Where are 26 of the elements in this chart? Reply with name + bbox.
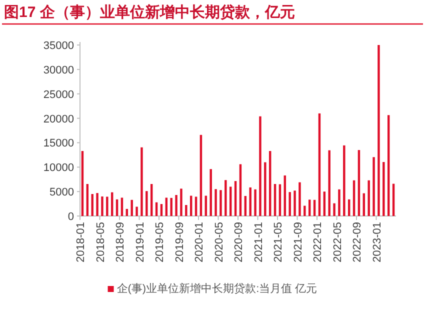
x-tick-label: 2019-01 (134, 222, 146, 262)
x-tick-label: 2018-09 (114, 222, 126, 262)
x-tick-label: 2021-09 (292, 222, 304, 262)
x-tick-label: 2020-01 (194, 222, 206, 262)
y-tick-label: 25000 (43, 88, 74, 101)
x-tick-label: 2018-01 (75, 222, 87, 262)
y-tick-label: 20000 (43, 113, 74, 126)
x-tick-label: 2022-05 (332, 222, 344, 262)
x-tick-label: 2020-05 (213, 222, 226, 262)
x-tick-label: 2018-05 (94, 222, 107, 262)
x-tick-label: 2019-05 (154, 222, 166, 262)
x-tick-label: 2022-01 (312, 222, 324, 262)
x-tick-label: 2021-01 (252, 222, 265, 262)
y-tick-label: 10000 (43, 162, 74, 174)
legend-label: 企(事)业单位新增中长期贷款:当月值 亿元 (116, 282, 318, 295)
x-tick-label: 2023-01 (371, 222, 384, 262)
x-tick-label: 2022-09 (352, 222, 364, 262)
x-tick-label: 2020-09 (233, 222, 245, 262)
title: 图17 企（事）业单位新增中长期贷款，亿元 (4, 4, 295, 21)
y-tick-label: 15000 (43, 138, 74, 150)
y-tick-label: 30000 (43, 64, 74, 76)
y-tick-label: 5000 (50, 186, 74, 199)
y-tick-label: 35000 (43, 40, 74, 52)
x-tick-label: 2021-05 (272, 222, 284, 262)
y-tick-label: 0 (68, 211, 74, 223)
x-tick-label: 2019-09 (174, 222, 186, 262)
